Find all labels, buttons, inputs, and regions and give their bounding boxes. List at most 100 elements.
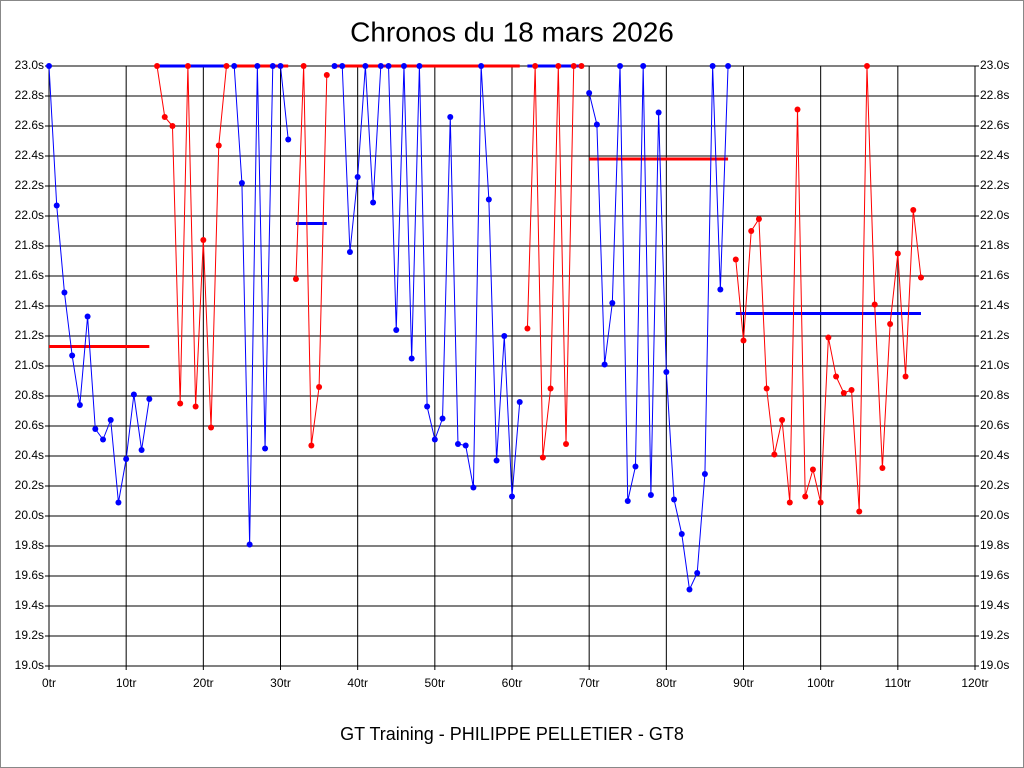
data-point [439,415,446,422]
y2-tick-label: 21.2s [980,328,1009,342]
data-point [601,361,608,368]
data-point [92,426,99,432]
data-point [238,180,245,186]
data-point [431,436,438,443]
y-tick-label: 20.2s [15,478,44,492]
data-point [833,373,840,380]
y2-tick-label: 22.6s [980,118,1009,132]
data-point [570,63,577,69]
y-tick-label: 20.6s [15,418,44,432]
x-tick-label: 10tr [116,676,137,690]
x-tick-label: 60tr [502,676,523,690]
data-point [416,63,423,69]
data-point [501,333,508,339]
chart-title: Chronos du 18 mars 2026 [350,16,674,47]
y-tick-label: 19.2s [15,628,44,642]
data-point [632,463,639,470]
data-point [902,373,909,380]
y2-tick-label: 22.8s [980,88,1009,102]
data-point [69,352,76,359]
chart-footer: GT Training - PHILIPPE PELLETIER - GT8 [340,724,684,744]
data-point [53,202,60,209]
data-point [671,496,678,503]
data-point [223,63,230,69]
data-point [578,63,585,69]
series-line [156,65,227,428]
data-point [709,63,716,69]
y-tick-label: 22.2s [15,178,44,192]
data-point [640,63,647,69]
data-point [215,142,222,149]
data-point [277,63,284,69]
data-point [863,63,870,69]
data-point [84,313,91,320]
data-point [894,250,901,257]
data-point [817,499,824,506]
data-point [871,301,878,308]
data-point [725,63,732,69]
data-point [771,451,778,458]
data-point [292,276,299,282]
y-tick-label: 22.0s [15,208,44,222]
data-point [200,237,207,243]
data-point [809,466,816,473]
data-point [779,417,786,423]
data-point [509,493,515,500]
data-point [115,499,122,506]
y-tick-label: 21.4s [15,298,44,312]
data-point [887,321,894,327]
x-tick-label: 110tr [885,676,911,690]
series-line [48,65,150,503]
y-tick-label: 20.8s [15,388,44,402]
data-point [462,442,469,449]
y-tick-label: 19.6s [15,568,44,582]
data-point [177,400,184,407]
data-point [493,457,500,464]
data-point [254,63,261,69]
data-point [123,456,130,462]
data-point [655,109,662,116]
data-point [354,174,361,180]
data-point [516,399,523,405]
data-point [107,417,114,423]
data-point [532,63,539,69]
data-point [231,63,238,69]
data-point [763,385,770,392]
data-point [701,471,708,477]
data-point [524,325,531,332]
data-point [323,72,330,78]
x-tick-label: 70tr [579,676,600,690]
data-point [246,541,253,548]
data-point [910,207,917,213]
data-point [485,196,492,203]
data-point [617,63,624,69]
data-point [755,216,762,222]
x-tick-label: 80tr [656,676,677,690]
data-point [169,123,176,129]
y2-tick-label: 21.4s [980,298,1009,312]
data-point [346,249,353,255]
y2-tick-label: 20.8s [980,388,1009,402]
data-point [879,465,886,471]
data-point [339,63,346,69]
data-point [825,334,832,341]
data-point [424,403,431,410]
y2-tick-label: 20.4s [980,448,1009,462]
data-point [370,199,377,206]
y-tick-label: 22.8s [15,88,44,102]
data-point [400,63,407,69]
y2-tick-label: 20.0s [980,508,1009,522]
data-point [362,63,369,69]
data-point [848,387,855,393]
data-point [555,63,562,69]
data-point [184,63,191,69]
data-point [46,63,52,69]
data-point [161,114,168,120]
y2-tick-label: 22.2s [980,178,1009,192]
y-tick-label: 20.4s [15,448,44,462]
data-point [470,484,477,491]
series-line [526,65,582,458]
data-point [262,445,269,452]
